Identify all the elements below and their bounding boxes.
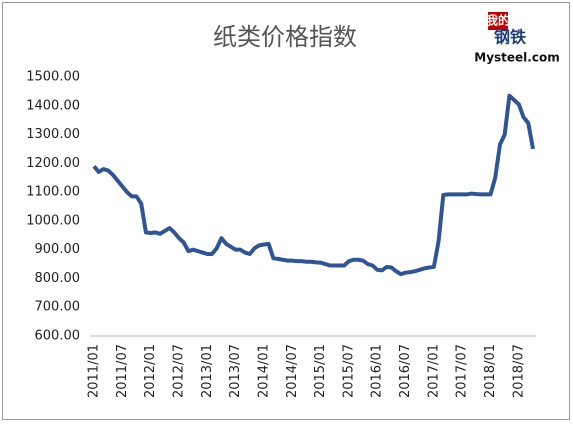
x-tick-label: 2018/01 [483, 344, 498, 398]
x-tick-label: 2013/01 [200, 344, 215, 398]
x-tick-label: 2016/01 [370, 344, 385, 398]
logo-middle: 钢铁 [494, 28, 526, 47]
x-tick-label: 2013/07 [228, 344, 243, 398]
logo-top: 我的 [486, 13, 510, 28]
x-tick-label: 2012/07 [171, 344, 186, 398]
x-tick-label: 2017/07 [455, 344, 470, 398]
y-tick-label: 900.00 [35, 242, 81, 257]
logo-box [488, 12, 508, 30]
logo-bottom: Mysteel.com [474, 51, 559, 65]
y-tick-label: 1200.00 [26, 156, 80, 171]
x-tick-label: 2012/01 [143, 344, 158, 398]
y-tick-label: 1100.00 [26, 185, 80, 200]
x-tick-label: 2011/07 [115, 344, 130, 398]
y-tick-label: 800.00 [35, 271, 81, 286]
y-tick-label: 700.00 [35, 300, 81, 315]
y-tick-label: 1400.00 [26, 98, 80, 113]
x-tick-label: 2016/07 [398, 344, 413, 398]
y-tick-label: 1500.00 [26, 70, 80, 85]
chart-border [2, 2, 570, 420]
y-tick-label: 1000.00 [26, 213, 80, 228]
x-tick-label: 2018/07 [511, 344, 526, 398]
line [92, 93, 535, 277]
y-tick-label: 1300.00 [26, 127, 80, 142]
x-tick-label: 2017/01 [426, 344, 441, 398]
x-tick-label: 2014/07 [285, 344, 300, 398]
x-tick-label: 2014/01 [256, 344, 271, 398]
x-tick-label: 2015/01 [313, 344, 328, 398]
y-tick-label: 600.00 [35, 329, 81, 344]
chart-title: 纸类价格指数 [213, 23, 357, 51]
x-tick-label: 2011/01 [87, 344, 102, 398]
x-tick-label: 2015/07 [341, 344, 356, 398]
